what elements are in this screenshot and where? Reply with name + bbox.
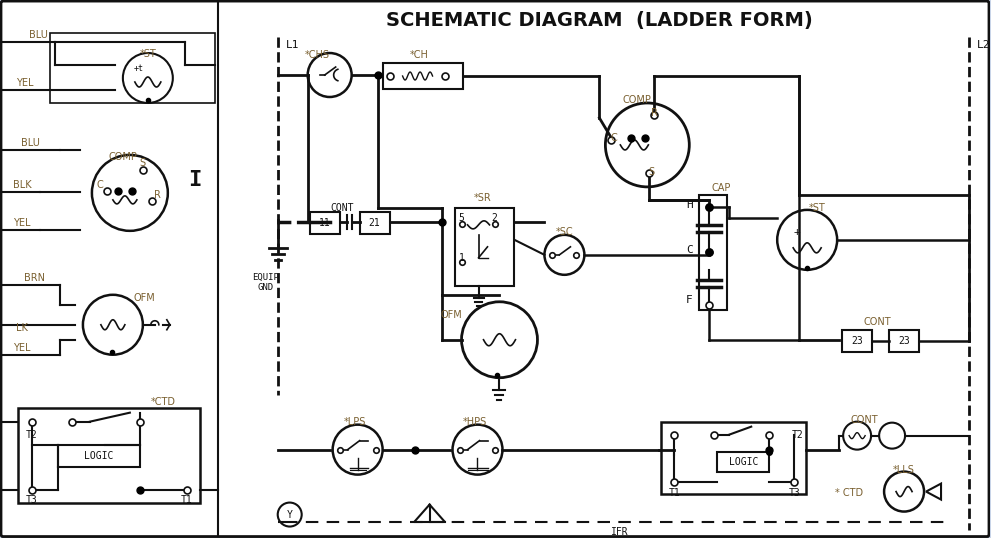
Circle shape [843,422,871,450]
Text: GND: GND [258,284,274,292]
Text: CAP: CAP [712,183,731,193]
Text: * CTD: * CTD [835,487,863,498]
Bar [700,195,727,310]
Text: BRN: BRN [25,273,46,283]
Text: *CH: *CH [410,50,429,60]
Text: COMP: COMP [623,95,652,105]
Text: LOGIC: LOGIC [84,451,114,461]
Circle shape [544,235,585,275]
Bar [57,444,140,466]
Text: R: R [155,190,162,200]
Text: YEL: YEL [16,78,34,88]
Text: R: R [651,108,658,118]
Text: *SC: *SC [556,227,573,237]
Bar [383,63,463,89]
Text: CONT: CONT [850,415,878,424]
Text: +t: +t [134,63,144,73]
Text: +: + [794,227,801,237]
Circle shape [92,155,167,231]
Circle shape [884,472,924,512]
Bar [661,422,806,493]
Text: C: C [611,133,617,143]
Bar [360,212,389,234]
Text: OFM: OFM [441,310,463,320]
Text: YEL: YEL [13,343,31,353]
Text: *HPS: *HPS [463,416,487,427]
Text: OFM: OFM [134,293,156,303]
Text: SCHEMATIC DIAGRAM  (LADDER FORM): SCHEMATIC DIAGRAM (LADDER FORM) [386,11,813,30]
Text: F: F [686,295,693,305]
Bar [18,408,200,502]
Bar [842,330,872,352]
Text: S: S [648,167,654,177]
Circle shape [879,423,905,449]
Text: 11: 11 [319,218,331,228]
Text: T3: T3 [26,494,38,505]
Text: L1: L1 [285,40,299,50]
Text: *CHS: *CHS [305,50,330,60]
Text: *ST: *ST [140,49,157,59]
Text: EQUIP: EQUIP [253,273,279,282]
Text: *ST: *ST [809,203,826,213]
Text: 21: 21 [369,218,381,228]
Text: T1: T1 [181,494,192,505]
Circle shape [453,424,502,475]
Text: CONT: CONT [330,203,354,213]
Text: C: C [96,180,103,190]
Text: *LLS: *LLS [893,465,915,475]
Text: *SR: *SR [474,193,492,203]
Text: T2: T2 [792,430,804,440]
Text: IFR: IFR [610,527,628,536]
Text: BLK: BLK [13,180,32,190]
Circle shape [123,53,172,103]
Text: *CTD: *CTD [151,397,175,407]
Text: 23: 23 [851,336,863,346]
Text: LK: LK [16,323,28,332]
Bar [50,33,215,103]
Text: YEL: YEL [13,218,31,228]
Circle shape [462,302,537,378]
Text: BLU: BLU [29,30,48,40]
Circle shape [277,502,301,527]
Circle shape [83,295,143,355]
Text: 23: 23 [898,336,910,346]
Circle shape [606,103,690,187]
Text: CONT: CONT [863,317,891,327]
Bar [309,212,340,234]
Text: 2: 2 [492,213,497,223]
Circle shape [333,424,383,475]
Bar [455,208,514,286]
Circle shape [777,210,837,270]
Text: LOGIC: LOGIC [728,457,758,466]
Text: Y: Y [286,509,292,520]
Text: *LPS: *LPS [344,416,366,427]
Text: T3: T3 [788,487,800,498]
Bar [889,330,919,352]
Text: COMP: COMP [108,152,138,162]
Text: BLU: BLU [21,138,40,148]
Text: S: S [140,158,146,168]
Text: T2: T2 [26,430,38,440]
Text: 5: 5 [459,213,465,223]
Text: C: C [686,245,693,255]
Text: T1: T1 [669,487,680,498]
Text: I: I [188,170,201,190]
Text: 1: 1 [459,253,465,263]
Circle shape [307,53,352,97]
Text: L2: L2 [977,40,990,50]
Text: H: H [686,200,693,210]
Bar [717,451,769,472]
